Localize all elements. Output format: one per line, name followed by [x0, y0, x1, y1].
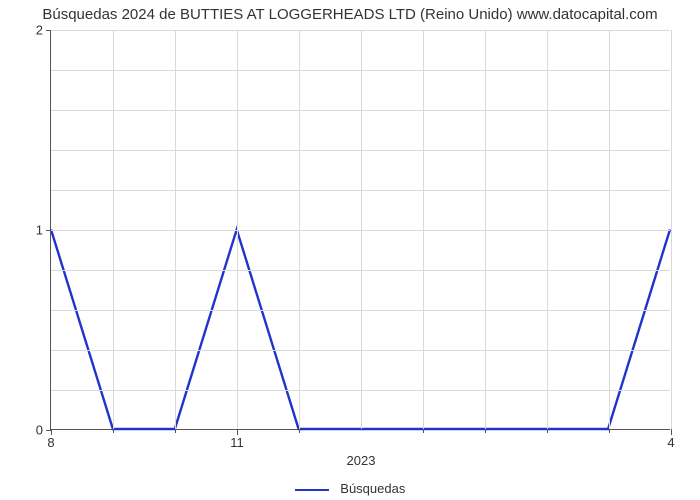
x-tick-mark-minor [609, 429, 610, 433]
x-tick-mark-minor [423, 429, 424, 433]
y-tick-label: 0 [36, 423, 43, 438]
chart-title: Búsquedas 2024 de BUTTIES AT LOGGERHEADS… [0, 6, 700, 23]
legend: Búsquedas [0, 481, 700, 496]
grid-line-v [547, 30, 548, 429]
grid-line-v [423, 30, 424, 429]
grid-line-v [237, 30, 238, 429]
grid-line-v [299, 30, 300, 429]
legend-swatch [295, 489, 329, 491]
grid-line-v [485, 30, 486, 429]
chart-container: Búsquedas 2024 de BUTTIES AT LOGGERHEADS… [0, 0, 700, 500]
x-tick-mark-minor [175, 429, 176, 433]
x-sub-label: 2023 [347, 453, 376, 468]
grid-line-v [361, 30, 362, 429]
y-tick-label: 1 [36, 223, 43, 238]
y-tick-mark [46, 30, 51, 31]
x-tick-label: 4 [667, 435, 674, 450]
legend-label: Búsquedas [340, 481, 405, 496]
grid-line-v [609, 30, 610, 429]
x-tick-label: 11 [230, 435, 244, 450]
y-tick-label: 2 [36, 23, 43, 38]
grid-line-v [175, 30, 176, 429]
x-tick-mark-minor [113, 429, 114, 433]
x-tick-label: 8 [47, 435, 54, 450]
y-tick-mark [46, 230, 51, 231]
grid-line-v [671, 30, 672, 429]
x-tick-mark-minor [299, 429, 300, 433]
plot-area: 01281142023 [50, 30, 670, 430]
x-tick-mark-minor [485, 429, 486, 433]
x-tick-mark-minor [547, 429, 548, 433]
grid-line-v [113, 30, 114, 429]
